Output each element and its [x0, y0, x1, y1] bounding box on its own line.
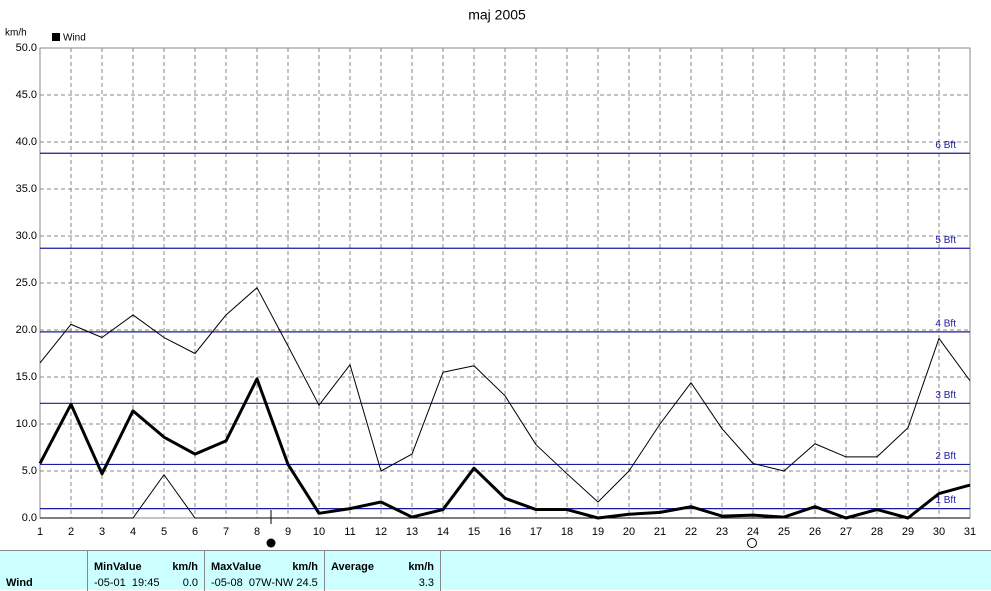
- x-tick-label: 16: [499, 526, 511, 538]
- y-tick-label: 10.0: [16, 418, 37, 430]
- x-tick-label: 20: [623, 526, 635, 538]
- max-title: MaxValue: [211, 561, 262, 573]
- x-tick-label: 29: [902, 526, 914, 538]
- x-tick-label: 5: [161, 526, 167, 538]
- x-tick-label: 30: [933, 526, 945, 538]
- avg-cell: Average km/h 3.3: [325, 551, 441, 591]
- min-value: 0.0: [182, 577, 198, 589]
- y-tick-label: 25.0: [16, 277, 37, 289]
- x-tick-label: 31: [964, 526, 976, 538]
- avg-title: Average: [331, 561, 375, 573]
- reference-label: 5 Bft: [935, 235, 956, 246]
- x-tick-label: 22: [685, 526, 697, 538]
- max-when: -05-08 07W-NW 24.5: [211, 577, 318, 589]
- x-tick-label: 24: [747, 526, 759, 538]
- legend-swatch: [52, 33, 60, 41]
- reference-label: 4 Bft: [935, 319, 956, 330]
- reference-label: 6 Bft: [935, 140, 956, 151]
- x-tick-label: 11: [344, 526, 355, 538]
- reference-label: 1 Bft: [935, 495, 956, 506]
- x-tick-label: 17: [530, 526, 542, 538]
- y-tick-label: 20.0: [16, 324, 37, 336]
- series-line: [39, 287, 971, 503]
- x-tick-label: 13: [406, 526, 418, 538]
- x-tick-label: 21: [654, 526, 666, 538]
- x-tick-label: 12: [375, 526, 387, 538]
- y-tick-label: 15.0: [16, 371, 37, 383]
- min-when: -05-01 19:45: [94, 577, 160, 589]
- series-line: [38, 377, 971, 520]
- y-tick-label: 50.0: [16, 42, 37, 54]
- min-unit: km/h: [172, 561, 198, 573]
- y-tick-label: 0.0: [22, 512, 37, 524]
- y-axis-label: km/h: [5, 28, 27, 39]
- x-tick-label: 7: [223, 526, 229, 538]
- x-tick-label: 10: [313, 526, 325, 538]
- y-tick-label: 5.0: [22, 465, 37, 477]
- min-cell: MinValue km/h -05-01 19:45 0.0: [88, 551, 205, 591]
- max-cell: MaxValue km/h -05-08 07W-NW 24.5: [205, 551, 325, 591]
- x-tick-label: 3: [99, 526, 105, 538]
- chart: maj 2005 km/h 0.0 5.0 10.0 15.0 20.0 25.0 30.0…: [5, 7, 976, 548]
- legend-label: Wind: [63, 33, 86, 44]
- x-tick-label: 2: [68, 526, 74, 538]
- x-tick-label: 6: [192, 526, 198, 538]
- x-tick-label: 15: [468, 526, 480, 538]
- x-tick-label: 26: [809, 526, 821, 538]
- y-tick-label: 35.0: [16, 183, 37, 195]
- series-line: [40, 474, 970, 519]
- x-tick-label: 18: [561, 526, 573, 538]
- x-tick-label: 14: [437, 526, 449, 538]
- reference-label: 2 Bft: [935, 451, 956, 462]
- summary-table: Wind MinValue km/h -05-01 19:45 0.0 MaxV…: [0, 550, 991, 591]
- avg-value: 3.3: [418, 577, 434, 589]
- full-moon-icon: [266, 538, 276, 548]
- new-moon-icon: [747, 538, 757, 548]
- max-unit: km/h: [292, 561, 318, 573]
- x-tick-label: 8: [254, 526, 260, 538]
- x-tick-label: 19: [592, 526, 604, 538]
- row-label: Wind: [6, 577, 33, 589]
- reference-label: 3 Bft: [935, 390, 956, 401]
- chart-title: maj 2005: [468, 7, 526, 23]
- y-tick-label: 30.0: [16, 230, 37, 242]
- y-tick-label: 45.0: [16, 89, 37, 101]
- row-cell: Wind: [0, 551, 88, 591]
- min-title: MinValue: [94, 561, 142, 573]
- x-tick-label: 23: [716, 526, 728, 538]
- x-tick-label: 4: [130, 526, 136, 538]
- x-tick-label: 27: [840, 526, 852, 538]
- x-tick-label: 28: [871, 526, 883, 538]
- y-tick-label: 40.0: [16, 136, 37, 148]
- x-tick-label: 9: [285, 526, 291, 538]
- x-tick-label: 1: [37, 526, 43, 538]
- x-tick-label: 25: [778, 526, 790, 538]
- avg-unit: km/h: [408, 561, 434, 573]
